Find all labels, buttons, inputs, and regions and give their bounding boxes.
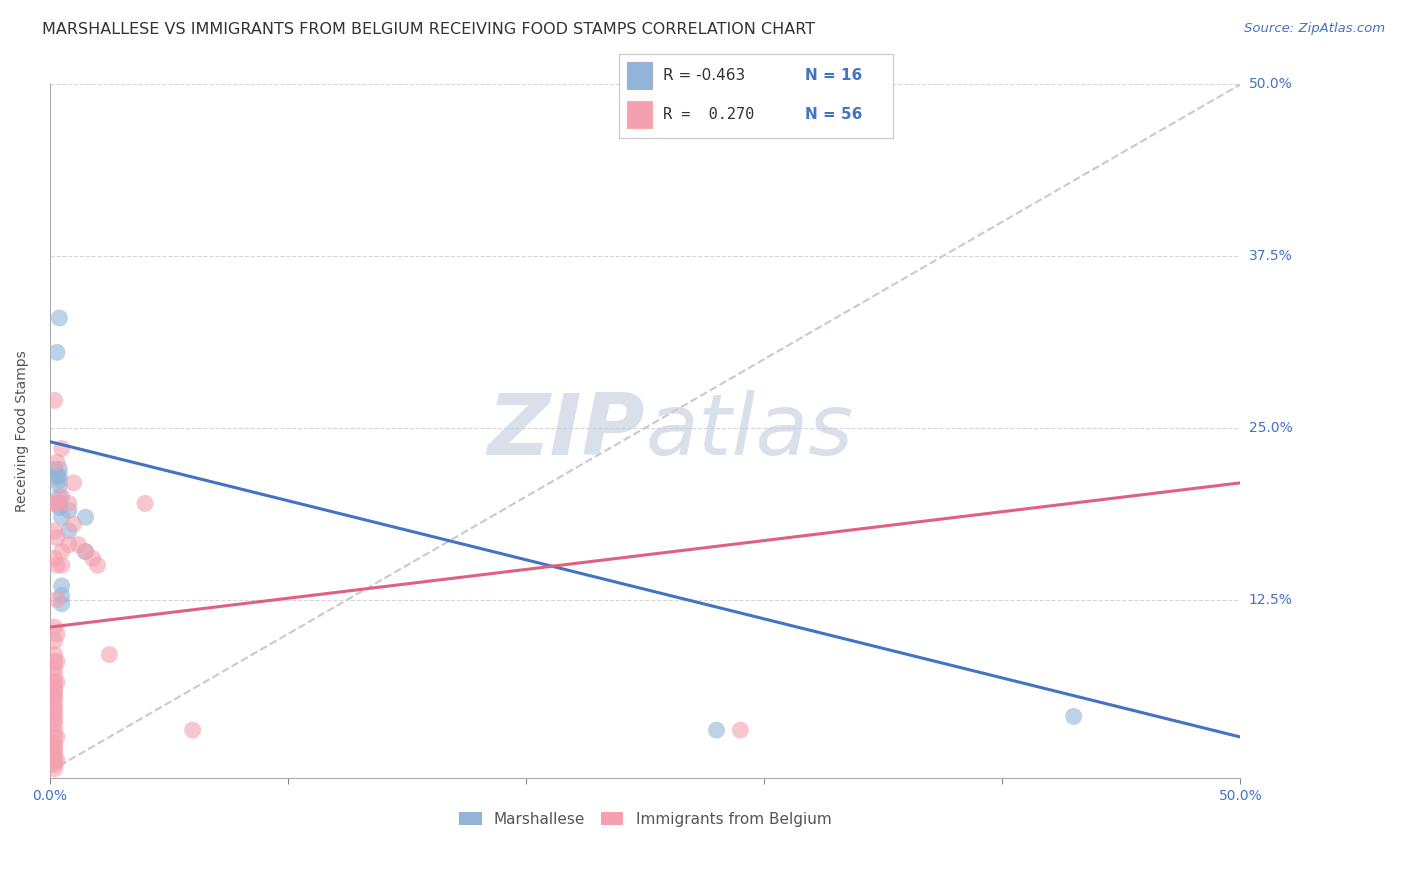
Point bbox=[82, 551, 104, 566]
Point bbox=[46, 345, 69, 359]
Point bbox=[58, 524, 80, 538]
Point bbox=[44, 723, 66, 738]
Point bbox=[706, 723, 728, 738]
Point bbox=[46, 753, 69, 767]
Point bbox=[48, 478, 70, 492]
Point bbox=[46, 496, 69, 510]
Point bbox=[44, 762, 66, 776]
Point bbox=[730, 723, 752, 738]
Point bbox=[181, 723, 204, 738]
Point bbox=[44, 648, 66, 662]
Point bbox=[44, 684, 66, 698]
Point bbox=[46, 627, 69, 641]
Point bbox=[46, 531, 69, 545]
Point bbox=[44, 702, 66, 716]
Point bbox=[46, 592, 69, 607]
Point bbox=[48, 473, 70, 487]
Point bbox=[44, 712, 66, 726]
Point bbox=[44, 730, 66, 744]
Text: MARSHALLESE VS IMMIGRANTS FROM BELGIUM RECEIVING FOOD STAMPS CORRELATION CHART: MARSHALLESE VS IMMIGRANTS FROM BELGIUM R… bbox=[42, 22, 815, 37]
Point bbox=[51, 558, 73, 573]
Point bbox=[44, 551, 66, 566]
Point bbox=[46, 469, 69, 483]
Point bbox=[44, 462, 66, 476]
Text: N = 16: N = 16 bbox=[806, 68, 862, 83]
Point bbox=[48, 469, 70, 483]
Point bbox=[44, 693, 66, 707]
Point bbox=[44, 706, 66, 721]
Point bbox=[44, 689, 66, 703]
Point bbox=[58, 496, 80, 510]
Point bbox=[75, 510, 97, 524]
Point bbox=[75, 544, 97, 558]
Text: 12.5%: 12.5% bbox=[1249, 592, 1292, 607]
Point bbox=[1063, 709, 1085, 723]
Point bbox=[48, 496, 70, 510]
Point bbox=[58, 503, 80, 517]
Point bbox=[48, 490, 70, 504]
Point bbox=[44, 655, 66, 669]
Point bbox=[46, 558, 69, 573]
Bar bbox=[627, 101, 651, 128]
Point bbox=[58, 538, 80, 552]
Point bbox=[44, 747, 66, 762]
Text: Source: ZipAtlas.com: Source: ZipAtlas.com bbox=[1244, 22, 1385, 36]
Point bbox=[67, 538, 90, 552]
Text: atlas: atlas bbox=[645, 390, 853, 473]
Point bbox=[62, 517, 84, 532]
Point bbox=[48, 462, 70, 476]
Point bbox=[44, 739, 66, 754]
Point bbox=[44, 620, 66, 634]
Point bbox=[51, 490, 73, 504]
Point bbox=[51, 589, 73, 603]
Point bbox=[62, 475, 84, 490]
Point bbox=[51, 579, 73, 593]
Point bbox=[44, 737, 66, 751]
Point bbox=[44, 716, 66, 731]
Point bbox=[44, 393, 66, 408]
Point bbox=[44, 744, 66, 758]
Point bbox=[44, 753, 66, 767]
Point bbox=[44, 633, 66, 648]
Point bbox=[44, 698, 66, 713]
Point bbox=[44, 681, 66, 696]
Point bbox=[44, 496, 66, 510]
Point bbox=[44, 675, 66, 690]
Text: N = 56: N = 56 bbox=[806, 107, 862, 122]
Text: 25.0%: 25.0% bbox=[1249, 421, 1292, 435]
Point bbox=[46, 455, 69, 469]
Bar bbox=[627, 62, 651, 89]
Point bbox=[86, 558, 108, 573]
Point bbox=[44, 757, 66, 772]
Point bbox=[51, 597, 73, 611]
Point bbox=[98, 648, 121, 662]
Point bbox=[44, 524, 66, 538]
Point bbox=[46, 675, 69, 690]
Point bbox=[48, 500, 70, 515]
Legend: Marshallese, Immigrants from Belgium: Marshallese, Immigrants from Belgium bbox=[453, 805, 838, 833]
Y-axis label: Receiving Food Stamps: Receiving Food Stamps bbox=[15, 351, 30, 512]
Text: R =  0.270: R = 0.270 bbox=[662, 107, 754, 122]
Point bbox=[51, 510, 73, 524]
Text: ZIP: ZIP bbox=[488, 390, 645, 473]
Point bbox=[44, 668, 66, 682]
Point bbox=[46, 730, 69, 744]
Point bbox=[134, 496, 156, 510]
Point bbox=[51, 442, 73, 456]
Point bbox=[44, 661, 66, 675]
Text: R = -0.463: R = -0.463 bbox=[662, 68, 745, 83]
Point bbox=[75, 544, 97, 558]
Text: 37.5%: 37.5% bbox=[1249, 249, 1292, 263]
Point bbox=[46, 655, 69, 669]
Point bbox=[51, 544, 73, 558]
Text: 50.0%: 50.0% bbox=[1249, 78, 1292, 92]
Point bbox=[48, 310, 70, 325]
